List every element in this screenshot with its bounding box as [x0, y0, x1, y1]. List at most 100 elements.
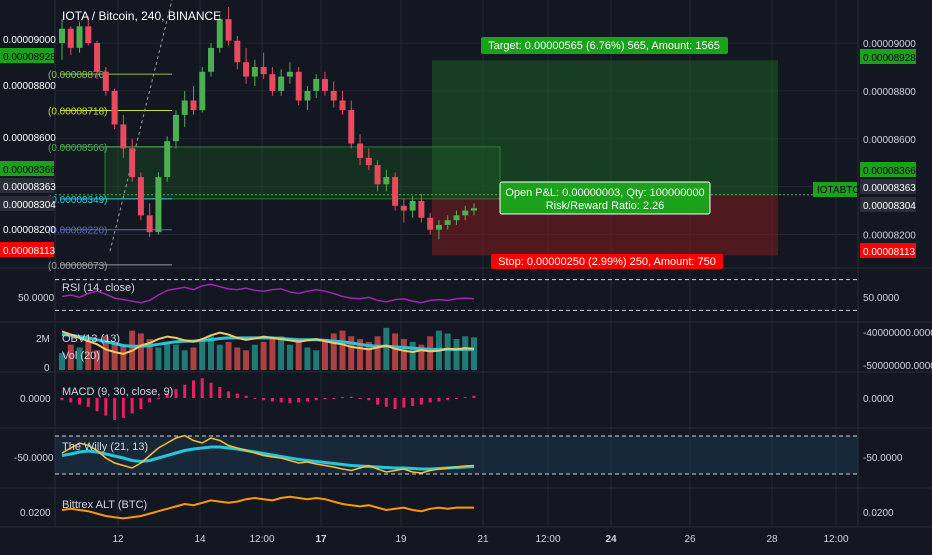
- macd-hist-bar: [60, 398, 64, 401]
- volume-bar: [444, 333, 451, 370]
- volume-bar: [190, 347, 197, 370]
- candle-body: [120, 124, 127, 149]
- willy-label: The Willy (21, 13): [62, 441, 148, 453]
- symbol-badge: [813, 182, 857, 197]
- candle-body: [400, 205, 407, 211]
- indicators: [55, 279, 858, 520]
- candle-body: [462, 210, 469, 216]
- left-price-tick: 0.00008366: [3, 165, 56, 176]
- candle-body: [243, 62, 250, 77]
- obv-label: OBV13 (13): [62, 333, 120, 345]
- time-tick: 28: [766, 534, 778, 545]
- volume-label: Vol (20): [62, 350, 100, 362]
- candle-body: [321, 78, 328, 91]
- right-price-badge: [860, 162, 916, 177]
- macd-hist-bar: [393, 398, 397, 409]
- volume-bar: [269, 339, 276, 370]
- volume-bar: [313, 350, 320, 370]
- volume-bar: [374, 336, 381, 370]
- left-price-tick: 0.00008304: [3, 200, 56, 211]
- bittrex-right-tick: 0.0200: [863, 508, 894, 519]
- candle-body: [59, 28, 65, 44]
- candle-body: [102, 71, 109, 91]
- right-price-badge-text: 0.00008928: [863, 53, 916, 64]
- volume-bar: [208, 336, 215, 370]
- macd-hist-bar: [411, 398, 415, 406]
- left-price-badge: [0, 48, 54, 63]
- pnl-label-box: [499, 181, 711, 215]
- time-tick: 21: [477, 534, 489, 545]
- candle-body: [453, 215, 460, 221]
- macd-hist-bar: [174, 389, 178, 398]
- bittrex-left-tick: 0.0200: [20, 508, 51, 519]
- volume-bar: [339, 330, 346, 370]
- fib-label: (0.00008349): [48, 195, 108, 206]
- volume-bar: [427, 336, 434, 370]
- time-tick: 12:00: [249, 534, 274, 545]
- stop-label-box: [491, 254, 723, 269]
- macd-hist-bar: [86, 398, 90, 407]
- left-price-tick: 0.00008800: [3, 81, 56, 92]
- fib-label: (0.00008566): [48, 143, 108, 154]
- macd-hist-bar: [130, 398, 134, 414]
- macd-hist-bar: [218, 387, 222, 398]
- macd-hist-bar: [95, 398, 99, 412]
- left-price-tick: 0.00008200: [3, 225, 56, 236]
- volume-bar: [392, 333, 399, 370]
- macd-hist-bar: [305, 398, 309, 402]
- volume-bar: [155, 347, 162, 370]
- volume-tick: 0: [44, 363, 50, 374]
- macd-hist-bar: [200, 378, 204, 398]
- stop-label: Stop: 0.00000250 (2.99%) 250, Amount: 75…: [498, 256, 716, 268]
- pnl-label-line2: Risk/Reward Ratio: 2.26: [546, 200, 665, 212]
- macd-hist-bar: [384, 398, 388, 407]
- macd-hist-bar: [349, 396, 353, 398]
- willy-right-tick: -50.0000: [863, 453, 903, 464]
- right-price-tick: 0.00008800: [863, 87, 916, 98]
- volume-bar: [137, 333, 144, 370]
- volume-tick: 2M: [36, 334, 50, 345]
- willy-slow-line: [61, 445, 475, 471]
- volume-bar: [400, 339, 407, 370]
- candle-body: [94, 43, 101, 72]
- volume-bar: [383, 327, 390, 370]
- time-tick: 26: [684, 534, 696, 545]
- candle-body: [269, 74, 276, 91]
- fib-label: (0.00008870): [48, 70, 108, 81]
- macd-hist-bar: [270, 398, 274, 402]
- volume-bar: [216, 344, 223, 370]
- volume-bar: [330, 333, 337, 370]
- volume-bar: [304, 347, 311, 370]
- macd-hist-bar: [104, 398, 108, 416]
- macd-label: MACD (9, 30, close, 9): [62, 386, 173, 398]
- position-zones: (0.00008870) (0.00008718) (0.00008566) (0.0…: [48, 0, 858, 272]
- left-price-badge: [0, 242, 54, 257]
- time-tick: 12: [112, 534, 124, 545]
- candle-body: [444, 220, 451, 225]
- macd-hist-bar: [78, 398, 82, 405]
- candle-body: [304, 90, 311, 101]
- macd-hist-bar: [463, 397, 467, 399]
- candle-body: [357, 143, 364, 158]
- volume-bar: [321, 341, 328, 370]
- volume-bar: [225, 341, 232, 370]
- macd-hist-bar: [314, 398, 318, 401]
- volume-bar: [365, 341, 372, 370]
- volume-bar: [471, 337, 477, 370]
- volume-bar: [243, 350, 250, 370]
- volume-bar: [348, 336, 355, 370]
- rsi-label: RSI (14, close): [62, 282, 135, 294]
- right-price-tick: 0.00008600: [863, 135, 916, 146]
- target-label-box: [481, 37, 728, 54]
- bittrex-label: Bittrex ALT (BTC): [62, 499, 147, 511]
- candle-body: [348, 110, 355, 144]
- fib-label: (0.00008073): [48, 261, 108, 272]
- right-price-badge: [860, 197, 916, 212]
- candle-body: [111, 90, 118, 125]
- rsi-right-tick: 50.0000: [863, 293, 900, 304]
- candle-body: [374, 165, 381, 185]
- target-zone: [432, 60, 778, 196]
- willy-left-tick: -50.0000: [14, 453, 54, 464]
- macd-hist-bar: [262, 398, 266, 401]
